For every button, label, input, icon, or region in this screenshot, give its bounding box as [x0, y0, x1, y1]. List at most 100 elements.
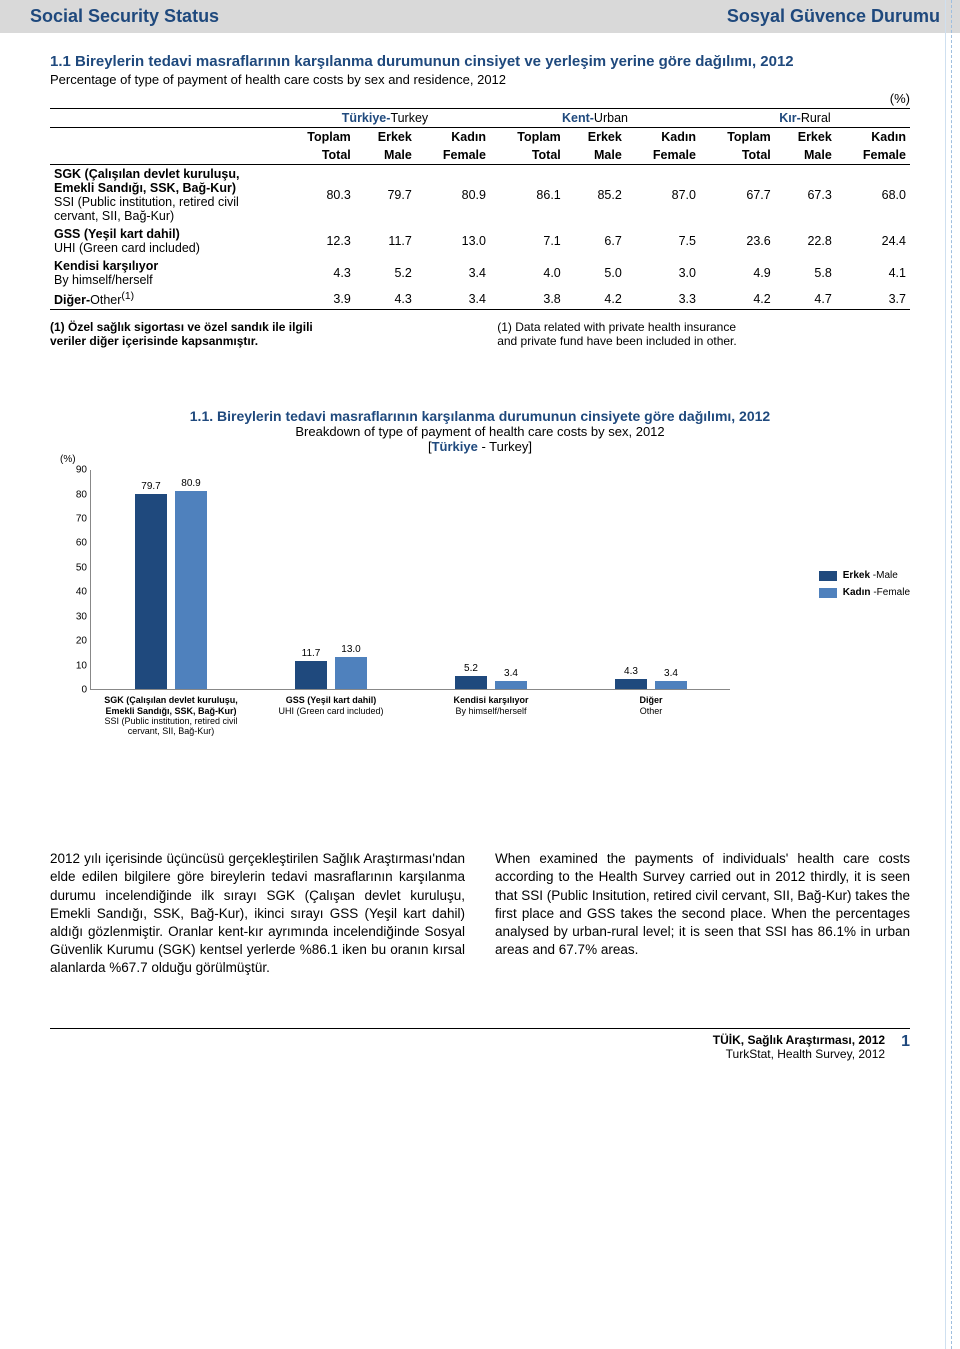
table-title-en: Percentage of type of payment of health … — [50, 72, 910, 87]
spacer — [50, 109, 280, 128]
cell-value: 67.3 — [775, 165, 836, 226]
page-footer: TÜİK, Sağlık Araştırması, 2012 TurkStat,… — [50, 1028, 910, 1061]
subheader-row-tr: Toplam Erkek Kadın Toplam Erkek Kadın To… — [50, 128, 910, 147]
col-header: Male — [565, 146, 626, 165]
cell-value: 3.8 — [490, 289, 565, 310]
chart-area: (%) 010203040506070809079.780.9SGK (Çalı… — [60, 460, 910, 760]
cell-value: 7.5 — [626, 225, 700, 257]
cell-value: 80.3 — [280, 165, 355, 226]
data-table: Türkiye-Turkey Kent-Urban Kır-Rural Topl… — [50, 108, 910, 310]
decor-rule — [951, 0, 952, 1349]
cell-value: 3.7 — [836, 289, 910, 310]
y-tick: 40 — [63, 587, 87, 598]
row-label: Diğer-Other(1) — [50, 289, 280, 310]
cell-value: 4.2 — [700, 289, 775, 310]
table-footnotes: (1) Özel sağlık sigortası ve özel sandık… — [50, 320, 910, 348]
x-label: SGK (Çalışılan devlet kuruluşu, Emekli S… — [96, 695, 246, 736]
chart-title-tr: 1.1. Bireylerin tedavi masraflarının kar… — [50, 408, 910, 424]
bar-female — [335, 657, 367, 689]
table-row: Diğer-Other(1)3.94.33.43.84.23.34.24.73.… — [50, 289, 910, 310]
cell-value: 7.1 — [490, 225, 565, 257]
col-header: Female — [626, 146, 700, 165]
chart-plot: 010203040506070809079.780.9SGK (Çalışıla… — [90, 470, 730, 690]
legend-item: Erkek -Male — [819, 570, 910, 581]
col-header: Toplam — [700, 128, 775, 147]
row-label: Kendisi karşılıyorBy himself/herself — [50, 257, 280, 289]
spacer — [50, 146, 280, 165]
chart-title-en: Breakdown of type of payment of health c… — [50, 424, 910, 439]
cell-value: 12.3 — [280, 225, 355, 257]
col-header: Kadın — [416, 128, 490, 147]
col-header: Kadın — [836, 128, 910, 147]
x-label: GSS (Yeşil kart dahil)UHI (Green card in… — [256, 695, 406, 716]
body-tr: 2012 yılı içerisinde üçüncüsü gerçekleşt… — [50, 850, 465, 978]
col-header: Kadın — [626, 128, 700, 147]
cell-value: 6.7 — [565, 225, 626, 257]
bar-value-male: 4.3 — [611, 666, 651, 677]
chart-region: [Türkiye - Turkey] — [50, 439, 910, 454]
y-tick: 30 — [63, 611, 87, 622]
cell-value: 4.7 — [775, 289, 836, 310]
x-label: Kendisi karşılıyorBy himself/herself — [416, 695, 566, 716]
bar-value-male: 11.7 — [291, 648, 331, 659]
cell-value: 24.4 — [836, 225, 910, 257]
bar-female — [175, 491, 207, 689]
row-label: SGK (Çalışılan devlet kuruluşu, Emekli S… — [50, 165, 280, 226]
col-header: Toplam — [280, 128, 355, 147]
table-row: Kendisi karşılıyorBy himself/herself4.3 5… — [50, 257, 910, 289]
cell-value: 68.0 — [836, 165, 910, 226]
subheader-row-en: Total Male Female Total Male Female Tota… — [50, 146, 910, 165]
cell-value: 4.2 — [565, 289, 626, 310]
header-left: Social Security Status — [30, 6, 219, 27]
bar-value-female: 3.4 — [651, 668, 691, 679]
cell-value: 13.0 — [416, 225, 490, 257]
cell-value: 3.4 — [416, 289, 490, 310]
bar-value-female: 3.4 — [491, 668, 531, 679]
y-tick: 50 — [63, 562, 87, 573]
bar-male — [615, 679, 647, 690]
col-header: Total — [700, 146, 775, 165]
y-tick: 80 — [63, 489, 87, 500]
col-header: Toplam — [490, 128, 565, 147]
page: Social Security Status Sosyal Güvence Du… — [0, 0, 960, 1071]
cell-value: 4.0 — [490, 257, 565, 289]
body-columns: 2012 yılı içerisinde üçüncüsü gerçekleşt… — [50, 850, 910, 978]
table-row: SGK (Çalışılan devlet kuruluşu, Emekli S… — [50, 165, 910, 226]
cell-value: 85.2 — [565, 165, 626, 226]
bar-male — [455, 676, 487, 689]
col-header: Male — [355, 146, 416, 165]
page-number: 1 — [901, 1033, 910, 1051]
cell-value: 4.3 — [355, 289, 416, 310]
col-header: Erkek — [355, 128, 416, 147]
bar-male — [135, 494, 167, 689]
cell-value: 22.8 — [775, 225, 836, 257]
col-header: Total — [280, 146, 355, 165]
cell-value: 80.9 — [416, 165, 490, 226]
col-header: Male — [775, 146, 836, 165]
cell-value: 11.7 — [355, 225, 416, 257]
cell-value: 4.1 — [836, 257, 910, 289]
table-title-tr: 1.1 Bireylerin tedavi masraflarının karş… — [50, 53, 910, 70]
cell-value: 4.3 — [280, 257, 355, 289]
cell-value: 5.8 — [775, 257, 836, 289]
y-tick: 0 — [63, 685, 87, 696]
decor-rule — [945, 0, 946, 1349]
header-right: Sosyal Güvence Durumu — [727, 6, 940, 27]
chart-y-unit: (%) — [60, 454, 76, 465]
y-tick: 20 — [63, 636, 87, 647]
table-row: GSS (Yeşil kart dahil)UHI (Green card in… — [50, 225, 910, 257]
col-header: Erkek — [775, 128, 836, 147]
cell-value: 23.6 — [700, 225, 775, 257]
cell-value: 5.0 — [565, 257, 626, 289]
table-unit: (%) — [50, 91, 910, 106]
footnote-tr: (1) Özel sağlık sigortası ve özel sandık… — [50, 320, 463, 348]
bar-value-female: 13.0 — [331, 644, 371, 655]
y-tick: 70 — [63, 514, 87, 525]
content: 1.1 Bireylerin tedavi masraflarının karş… — [0, 33, 960, 1071]
col-header: Total — [490, 146, 565, 165]
cell-value: 79.7 — [355, 165, 416, 226]
row-label: GSS (Yeşil kart dahil)UHI (Green card in… — [50, 225, 280, 257]
cell-value: 86.1 — [490, 165, 565, 226]
cell-value: 87.0 — [626, 165, 700, 226]
group-header: Türkiye-Turkey — [280, 109, 490, 128]
